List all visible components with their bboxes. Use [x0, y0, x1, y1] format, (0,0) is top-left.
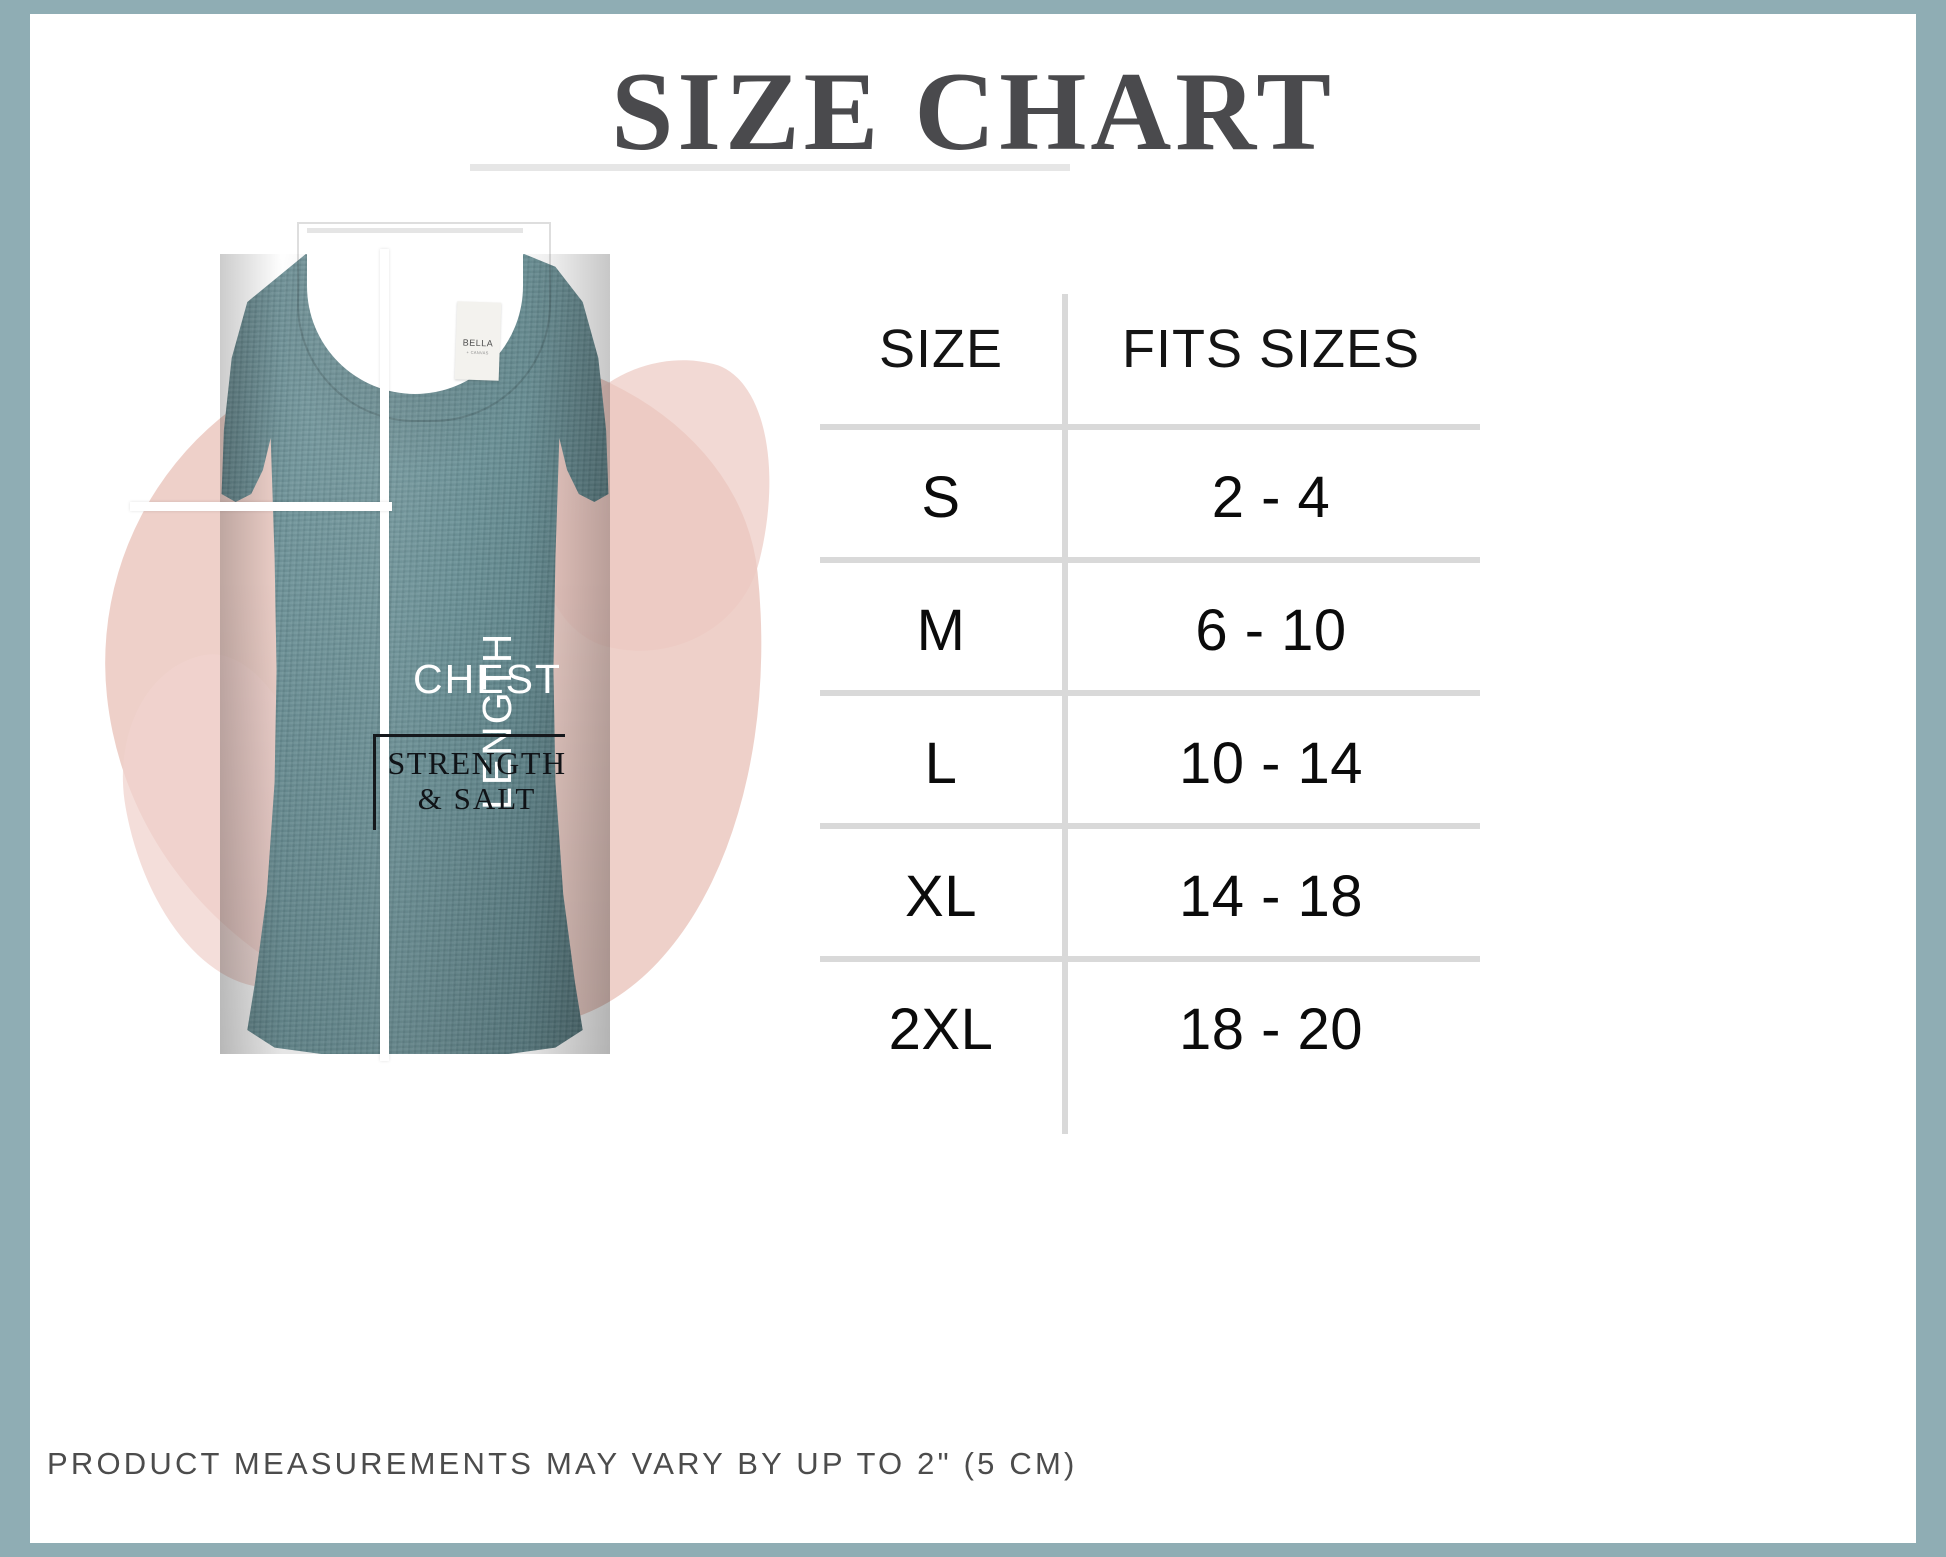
cell-size: S: [921, 464, 961, 530]
table-row: S 2 - 4: [820, 442, 1480, 552]
cell-fits: 6 - 10: [1195, 597, 1347, 663]
brand-neck-tag: BELLA + CANVAS: [454, 301, 502, 381]
table-rule: [820, 690, 1480, 696]
table-column-divider: [1062, 294, 1068, 1134]
table-row: XL 14 - 18: [820, 841, 1480, 951]
brand-print-line2: & SALT: [417, 781, 537, 817]
cell-fits: 2 - 4: [1211, 464, 1331, 530]
title-divider: [470, 164, 1070, 171]
neck-tag-sub-label: + CANVAS: [466, 349, 489, 356]
chest-guide-line: [130, 502, 392, 511]
cell-size: L: [924, 730, 958, 796]
brand-print-frame: [373, 734, 565, 830]
cell-size: M: [916, 597, 966, 663]
cell-fits: 14 - 18: [1178, 863, 1364, 929]
table-rule: [820, 956, 1480, 962]
size-table: SIZE FITS SIZES S 2 - 4 M 6 - 10 L 10 - …: [820, 294, 1480, 1134]
size-chart-canvas: SIZE CHART BELLA + CANVAS CHEST LENGTH: [30, 14, 1916, 1543]
table-header-row: SIZE FITS SIZES: [820, 294, 1480, 404]
table-row: 2XL 18 - 20: [820, 974, 1480, 1084]
length-guide-line: [380, 249, 389, 1061]
measurement-disclaimer: PRODUCT MEASUREMENTS MAY VARY BY UP TO 2…: [47, 1446, 1078, 1481]
cell-size: XL: [905, 863, 977, 929]
column-header-fits-sizes: FITS SIZES: [1121, 319, 1421, 379]
table-row: L 10 - 14: [820, 708, 1480, 818]
page-title: SIZE CHART: [611, 50, 1335, 174]
brand-print-line1: STRENGTH: [387, 745, 567, 781]
table-rule: [820, 823, 1480, 829]
brand-print: STRENGTH & SALT: [373, 734, 565, 834]
tank-top-photo: BELLA + CANVAS: [220, 228, 610, 1054]
brand-print-text: STRENGTH & SALT: [381, 745, 573, 817]
cell-fits: 18 - 20: [1178, 996, 1364, 1062]
table-row: M 6 - 10: [820, 575, 1480, 685]
cell-fits: 10 - 14: [1178, 730, 1364, 796]
table-rule: [820, 424, 1480, 430]
product-illustration: BELLA + CANVAS CHEST LENGTH STRENGTH & S…: [70, 224, 830, 1224]
cell-size: 2XL: [888, 996, 994, 1062]
table-rule: [820, 557, 1480, 563]
neck-tag-brand-label: BELLA: [462, 337, 494, 349]
chest-label: CHEST: [413, 656, 562, 702]
column-header-size: SIZE: [878, 319, 1004, 379]
